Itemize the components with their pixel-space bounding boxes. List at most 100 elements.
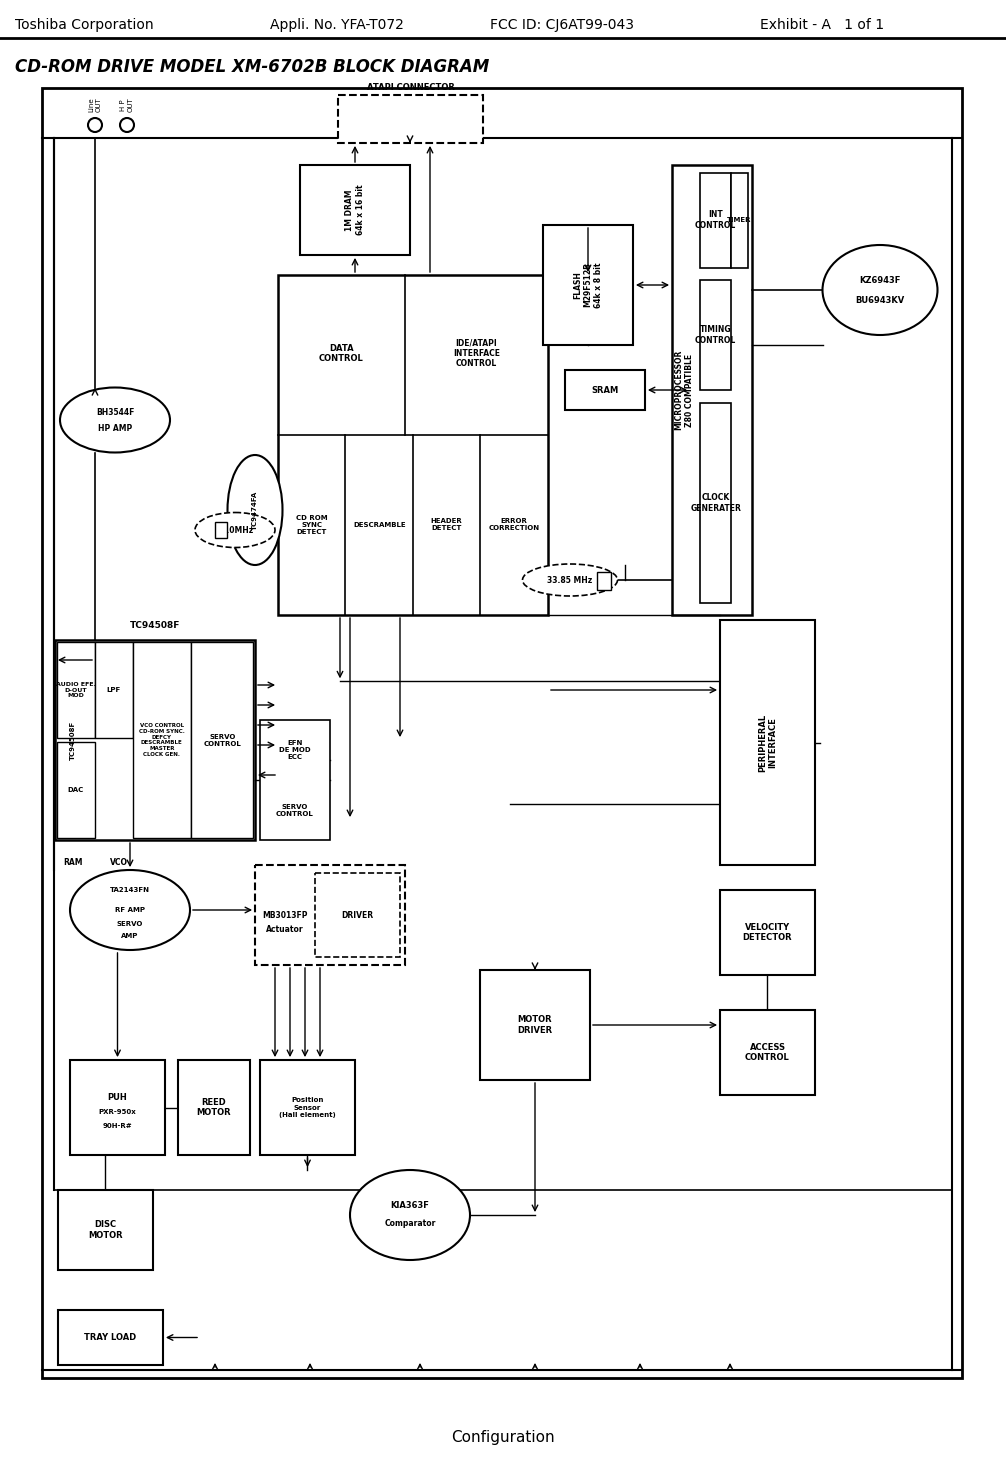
Text: DESCRAMBLE: DESCRAMBLE [353, 522, 405, 528]
Text: Toshiba Corporation: Toshiba Corporation [15, 18, 154, 32]
Text: MICROPROCESSOR
Z80 COMPATIBLE: MICROPROCESSOR Z80 COMPATIBLE [674, 350, 694, 431]
Text: FCC ID: CJ6AT99-043: FCC ID: CJ6AT99-043 [490, 18, 634, 32]
Text: Line
OUT: Line OUT [89, 97, 102, 112]
Text: MB3013FP: MB3013FP [263, 910, 308, 920]
Bar [178, 1060, 250, 1155]
Bar [300, 165, 410, 254]
Bar [278, 275, 548, 614]
Bar [55, 639, 255, 839]
Text: LPF: LPF [107, 686, 121, 692]
Bar [57, 642, 95, 738]
Text: SERVO
CONTROL: SERVO CONTROL [276, 804, 314, 816]
Bar [672, 165, 752, 614]
Text: FLASH
M29F512B
64k x 8 bit: FLASH M29F512B 64k x 8 bit [573, 262, 603, 307]
Ellipse shape [227, 456, 283, 564]
Bar [543, 225, 633, 345]
Bar [700, 173, 731, 268]
Text: TC94508F: TC94508F [130, 620, 180, 631]
Text: CD-ROM DRIVE MODEL XM-6702B BLOCK DIAGRAM: CD-ROM DRIVE MODEL XM-6702B BLOCK DIAGRA… [15, 57, 489, 76]
Text: RF AMP: RF AMP [115, 907, 145, 913]
Text: PERIPHERAL
INTERFACE: PERIPHERAL INTERFACE [758, 713, 778, 772]
Bar [58, 1310, 163, 1366]
Text: TRAY LOAD: TRAY LOAD [85, 1333, 137, 1342]
Ellipse shape [350, 1170, 470, 1260]
Text: DATA
CONTROL: DATA CONTROL [319, 344, 364, 363]
Text: H P
OUT: H P OUT [121, 97, 134, 112]
Bar [255, 864, 405, 964]
Text: MOTOR
DRIVER: MOTOR DRIVER [517, 1016, 552, 1035]
Text: TA2143FN: TA2143FN [110, 886, 150, 892]
Bar [597, 572, 611, 589]
Text: Exhibit - A   1 of 1: Exhibit - A 1 of 1 [760, 18, 884, 32]
Text: TC94508F: TC94508F [70, 720, 76, 760]
Text: 33.85 MHz: 33.85 MHz [547, 575, 593, 585]
Ellipse shape [522, 564, 618, 595]
Text: PXR-950x: PXR-950x [99, 1110, 137, 1116]
Bar [700, 403, 731, 603]
Ellipse shape [60, 388, 170, 453]
Text: TIMER: TIMER [727, 218, 751, 223]
Text: DRIVER: DRIVER [341, 910, 373, 920]
Bar [70, 1060, 165, 1155]
Text: PUH: PUH [108, 1094, 128, 1102]
Text: Actuator: Actuator [267, 925, 304, 933]
Text: VCO CONTROL
CD-ROM SYNC.
DEFCY
DESCRAMBLE
MASTER
CLOCK GEN.: VCO CONTROL CD-ROM SYNC. DEFCY DESCRAMBL… [139, 723, 185, 757]
Text: VELOCITY
DETECTOR: VELOCITY DETECTOR [742, 923, 793, 942]
Ellipse shape [823, 245, 938, 335]
Ellipse shape [88, 118, 102, 132]
Bar [720, 620, 815, 864]
Ellipse shape [70, 870, 190, 950]
Text: EFN
DE MOD
ECC: EFN DE MOD ECC [280, 739, 311, 760]
Text: AUDIO EFE.
D-OUT
MOD: AUDIO EFE. D-OUT MOD [56, 682, 96, 698]
Text: HP AMP: HP AMP [98, 423, 132, 432]
Text: Comparator: Comparator [384, 1219, 436, 1227]
Bar [95, 642, 133, 738]
Bar [190, 642, 253, 838]
Text: KIA363F: KIA363F [390, 1201, 430, 1210]
Text: SRAM: SRAM [592, 385, 619, 394]
Bar [133, 642, 190, 838]
Text: SERVO: SERVO [117, 922, 143, 928]
Text: DAC: DAC [67, 786, 85, 792]
Text: IDE/ATAPI
INTERFACE
CONTROL: IDE/ATAPI INTERFACE CONTROL [453, 338, 500, 368]
Text: TIMING
CONTROL: TIMING CONTROL [695, 325, 736, 344]
Text: 50.0MHz: 50.0MHz [216, 525, 254, 535]
Bar [720, 889, 815, 975]
Bar [731, 173, 748, 268]
Text: ATAPI CONNECTOR: ATAPI CONNECTOR [366, 82, 455, 91]
Text: Appli. No. YFA-T072: Appli. No. YFA-T072 [270, 18, 403, 32]
Text: CLOCK
GENERATER: CLOCK GENERATER [690, 494, 741, 513]
Bar [215, 522, 227, 538]
Bar [720, 1010, 815, 1095]
Text: RAM: RAM [63, 858, 82, 867]
Bar [480, 970, 590, 1080]
Bar [700, 279, 731, 390]
Bar [42, 88, 962, 1377]
Bar [338, 96, 483, 143]
Bar [57, 742, 95, 838]
Bar [565, 370, 645, 410]
Text: VCO: VCO [110, 858, 128, 867]
Text: Configuration: Configuration [451, 1430, 555, 1445]
Text: CD ROM
SYNC
DETECT: CD ROM SYNC DETECT [296, 514, 328, 535]
Text: ACCESS
CONTROL: ACCESS CONTROL [745, 1042, 790, 1063]
Bar [315, 873, 400, 957]
Bar [58, 1191, 153, 1270]
Text: AMP: AMP [122, 933, 139, 939]
Text: 1M DRAM
64k x 16 bit: 1M DRAM 64k x 16 bit [345, 185, 365, 235]
Ellipse shape [120, 118, 134, 132]
Ellipse shape [195, 513, 275, 547]
Text: SERVO
CONTROL: SERVO CONTROL [204, 734, 241, 747]
Text: REED
MOTOR: REED MOTOR [197, 1098, 231, 1117]
Text: Position
Sensor
(Hall element): Position Sensor (Hall element) [279, 1098, 336, 1117]
Text: BH3544F: BH3544F [96, 407, 134, 416]
Text: BU6943KV: BU6943KV [855, 295, 904, 304]
Text: INT
CONTROL: INT CONTROL [695, 210, 736, 229]
Text: TC9474FA: TC9474FA [252, 491, 258, 529]
Bar [260, 720, 330, 839]
Text: HEADER
DETECT: HEADER DETECT [431, 519, 463, 531]
Text: ERROR
CORRECTION: ERROR CORRECTION [489, 519, 540, 531]
Text: 90H-R#: 90H-R# [103, 1123, 133, 1129]
Bar [260, 1060, 355, 1155]
Text: DISC
MOTOR: DISC MOTOR [89, 1220, 123, 1239]
